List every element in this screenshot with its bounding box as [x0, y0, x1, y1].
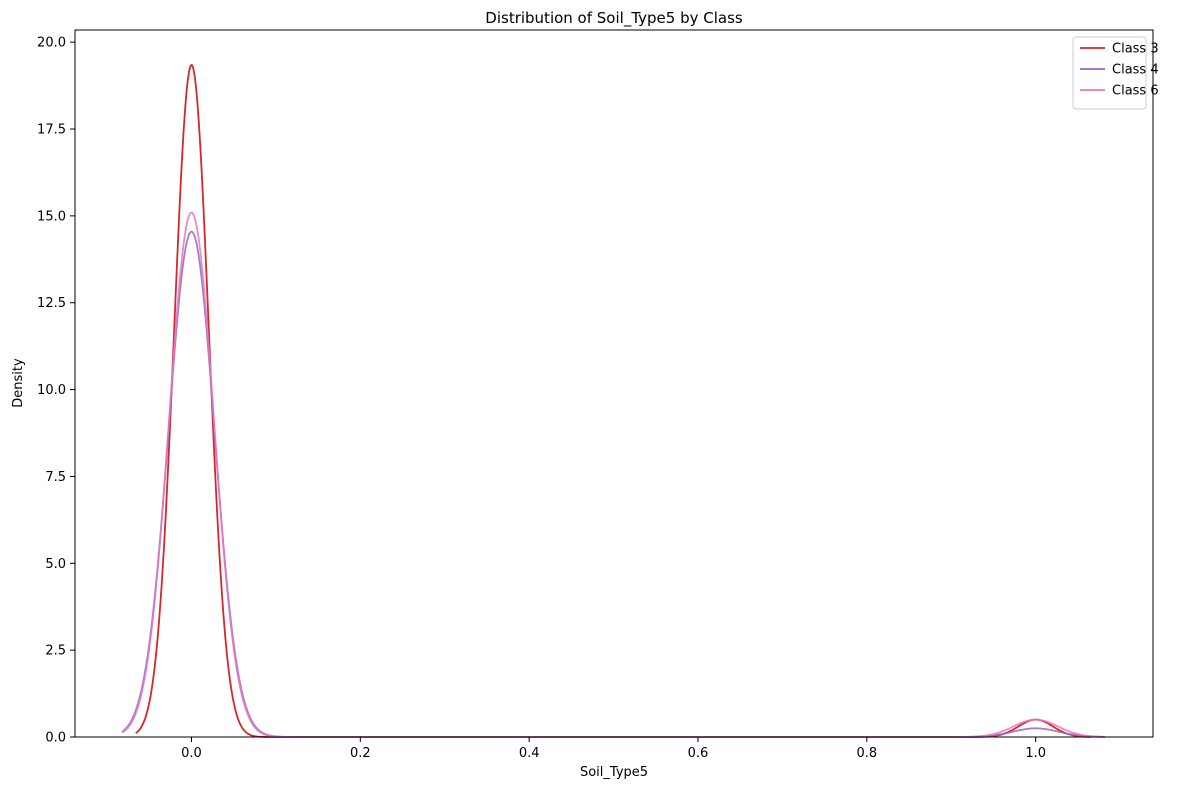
y-tick-label: 7.5 [45, 470, 66, 485]
x-axis-label: Soil_Type5 [580, 765, 648, 780]
y-tick-label: 17.5 [37, 123, 66, 138]
x-tick-label: 0.2 [350, 746, 371, 761]
plot-area [74, 29, 1154, 738]
chart-title: Distribution of Soil_Type5 by Class [485, 9, 743, 28]
x-tick-label: 0.6 [688, 746, 709, 761]
y-tick-label: 0.0 [45, 731, 66, 746]
y-axis-label: Density [11, 358, 26, 408]
y-tick-label: 15.0 [37, 209, 66, 224]
x-axis: 0.0 0.2 0.4 0.6 0.8 1.0 [181, 737, 1046, 761]
legend-label-3: Class 6 [1112, 84, 1159, 99]
y-axis: 0.0 2.5 5.0 7.5 10.0 12.5 15.0 17.5 20.0 [37, 36, 75, 746]
x-tick-label: 0.0 [181, 746, 202, 761]
legend-label-1: Class 3 [1112, 42, 1159, 57]
y-tick-label: 12.5 [37, 296, 66, 311]
legend-frame [1072, 36, 1147, 110]
y-tick-label: 5.0 [45, 557, 66, 572]
legend: Class 3 Class 4 Class 6 [1072, 36, 1159, 110]
x-tick-label: 1.0 [1025, 746, 1046, 761]
y-tick-label: 20.0 [37, 36, 66, 51]
y-tick-label: 10.0 [37, 383, 66, 398]
y-tick-label: 2.5 [45, 644, 66, 659]
x-tick-label: 0.4 [519, 746, 540, 761]
plot-frame [74, 29, 1154, 738]
x-tick-label: 0.8 [856, 746, 877, 761]
legend-label-2: Class 4 [1112, 63, 1159, 78]
